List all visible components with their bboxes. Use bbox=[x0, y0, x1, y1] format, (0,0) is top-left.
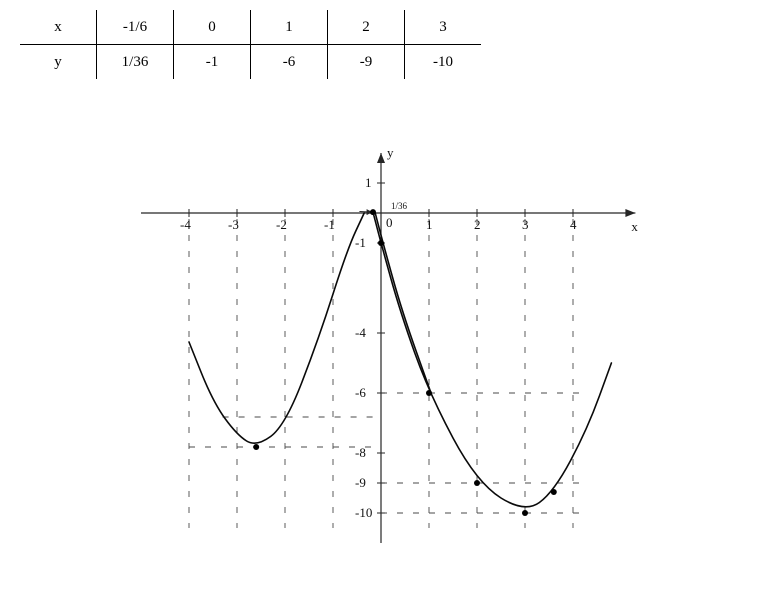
cell: 2 bbox=[328, 10, 405, 45]
row-label: x bbox=[20, 10, 97, 45]
xy-table: x -1/6 0 1 2 3 y 1/36 -1 -6 -9 -10 bbox=[20, 10, 481, 79]
svg-text:2: 2 bbox=[474, 217, 481, 232]
table-row: x -1/6 0 1 2 3 bbox=[20, 10, 481, 45]
cell: 0 bbox=[174, 10, 251, 45]
svg-text:4: 4 bbox=[570, 217, 577, 232]
svg-text:-3: -3 bbox=[228, 217, 239, 232]
svg-text:-1: -1 bbox=[355, 235, 366, 250]
svg-text:1/36: 1/36 bbox=[391, 201, 408, 211]
svg-text:-1: -1 bbox=[324, 217, 335, 232]
row-label: y bbox=[20, 45, 97, 80]
svg-text:-4: -4 bbox=[180, 217, 191, 232]
cell: -9 bbox=[328, 45, 405, 80]
svg-text:y: y bbox=[387, 145, 394, 160]
svg-text:-9: -9 bbox=[355, 475, 366, 490]
svg-text:3: 3 bbox=[522, 217, 529, 232]
svg-text:-8: -8 bbox=[355, 445, 366, 460]
svg-text:-6: -6 bbox=[355, 385, 366, 400]
graph-container: -4 -3 -2 -1 1 2 3 4 1 -1 -4 -6 -8 -9 -10 y x 0 1/36 bbox=[20, 93, 761, 563]
cell: -1 bbox=[174, 45, 251, 80]
svg-text:0: 0 bbox=[386, 215, 393, 230]
svg-text:-4: -4 bbox=[355, 325, 366, 340]
svg-text:-2: -2 bbox=[276, 217, 287, 232]
svg-text:1: 1 bbox=[365, 175, 372, 190]
svg-text:1: 1 bbox=[426, 217, 433, 232]
xy-graph: -4 -3 -2 -1 1 2 3 4 1 -1 -4 -6 -8 -9 -10 y x 0 1/36 bbox=[131, 93, 651, 563]
table-row: y 1/36 -1 -6 -9 -10 bbox=[20, 45, 481, 80]
cell: -1/6 bbox=[97, 10, 174, 45]
svg-text:x: x bbox=[631, 219, 638, 234]
cell: 1 bbox=[251, 10, 328, 45]
cell: 3 bbox=[405, 10, 482, 45]
cell: 1/36 bbox=[97, 45, 174, 80]
cell: -10 bbox=[405, 45, 482, 80]
cell: -6 bbox=[251, 45, 328, 80]
svg-text:-10: -10 bbox=[355, 505, 372, 520]
